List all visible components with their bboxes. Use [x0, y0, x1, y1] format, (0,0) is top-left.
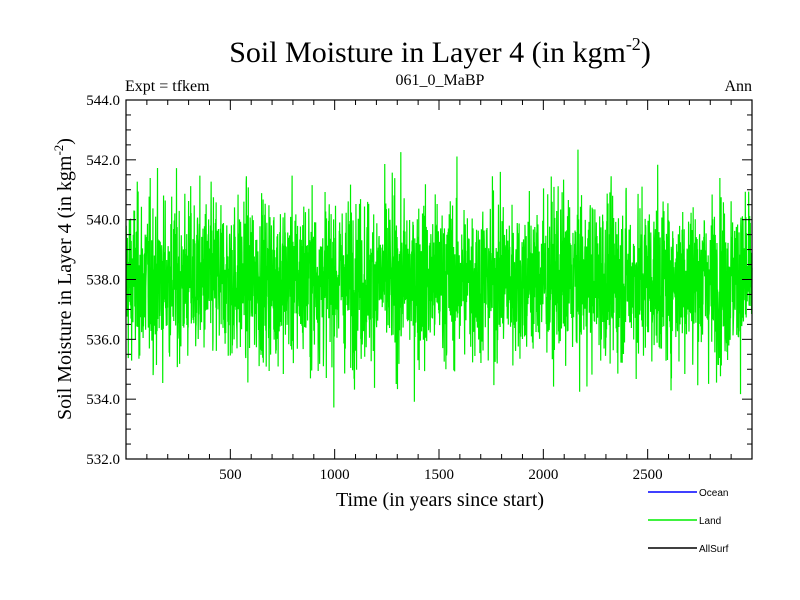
- y-tick-label: 538.0: [86, 273, 120, 289]
- y-axis-label: Soil Moisture in Layer 4 (in kgm-2): [51, 138, 76, 420]
- y-tick-label: 534.0: [86, 392, 120, 408]
- subtitle-right: Ann: [724, 78, 752, 95]
- x-axis-label: Time (in years since start): [336, 489, 544, 511]
- legend-label-allsurf: AllSurf: [699, 544, 729, 555]
- y-tick-label: 536.0: [86, 332, 120, 348]
- x-tick-label: 500: [219, 467, 242, 483]
- y-tick-label: 540.0: [86, 213, 120, 229]
- plot-frame: [125, 99, 753, 460]
- legend: Ocean Land AllSurf: [648, 488, 729, 555]
- y-tick-label: 544.0: [86, 93, 120, 109]
- axis-ticks: 500 1000 1500 2000 2500 532.0 534.0 536.0 538.0 5…: [86, 93, 752, 483]
- series-line-land: [125, 149, 753, 408]
- subtitle-left: Expt = tfkem: [125, 78, 210, 95]
- chart-title: Soil Moisture in Layer 4 (in kgm-2): [229, 34, 651, 69]
- x-tick-label: 2000: [528, 467, 558, 483]
- x-tick-label: 2500: [633, 467, 663, 483]
- y-tick-label: 542.0: [86, 153, 120, 169]
- legend-label-land: Land: [699, 516, 721, 527]
- x-tick-label: 1000: [320, 467, 350, 483]
- plot-series: [125, 149, 753, 408]
- legend-label-ocean: Ocean: [699, 488, 728, 499]
- y-tick-label: 532.0: [86, 452, 120, 468]
- x-tick-label: 1500: [424, 467, 454, 483]
- subtitle-center: 061_0_MaBP: [396, 72, 485, 89]
